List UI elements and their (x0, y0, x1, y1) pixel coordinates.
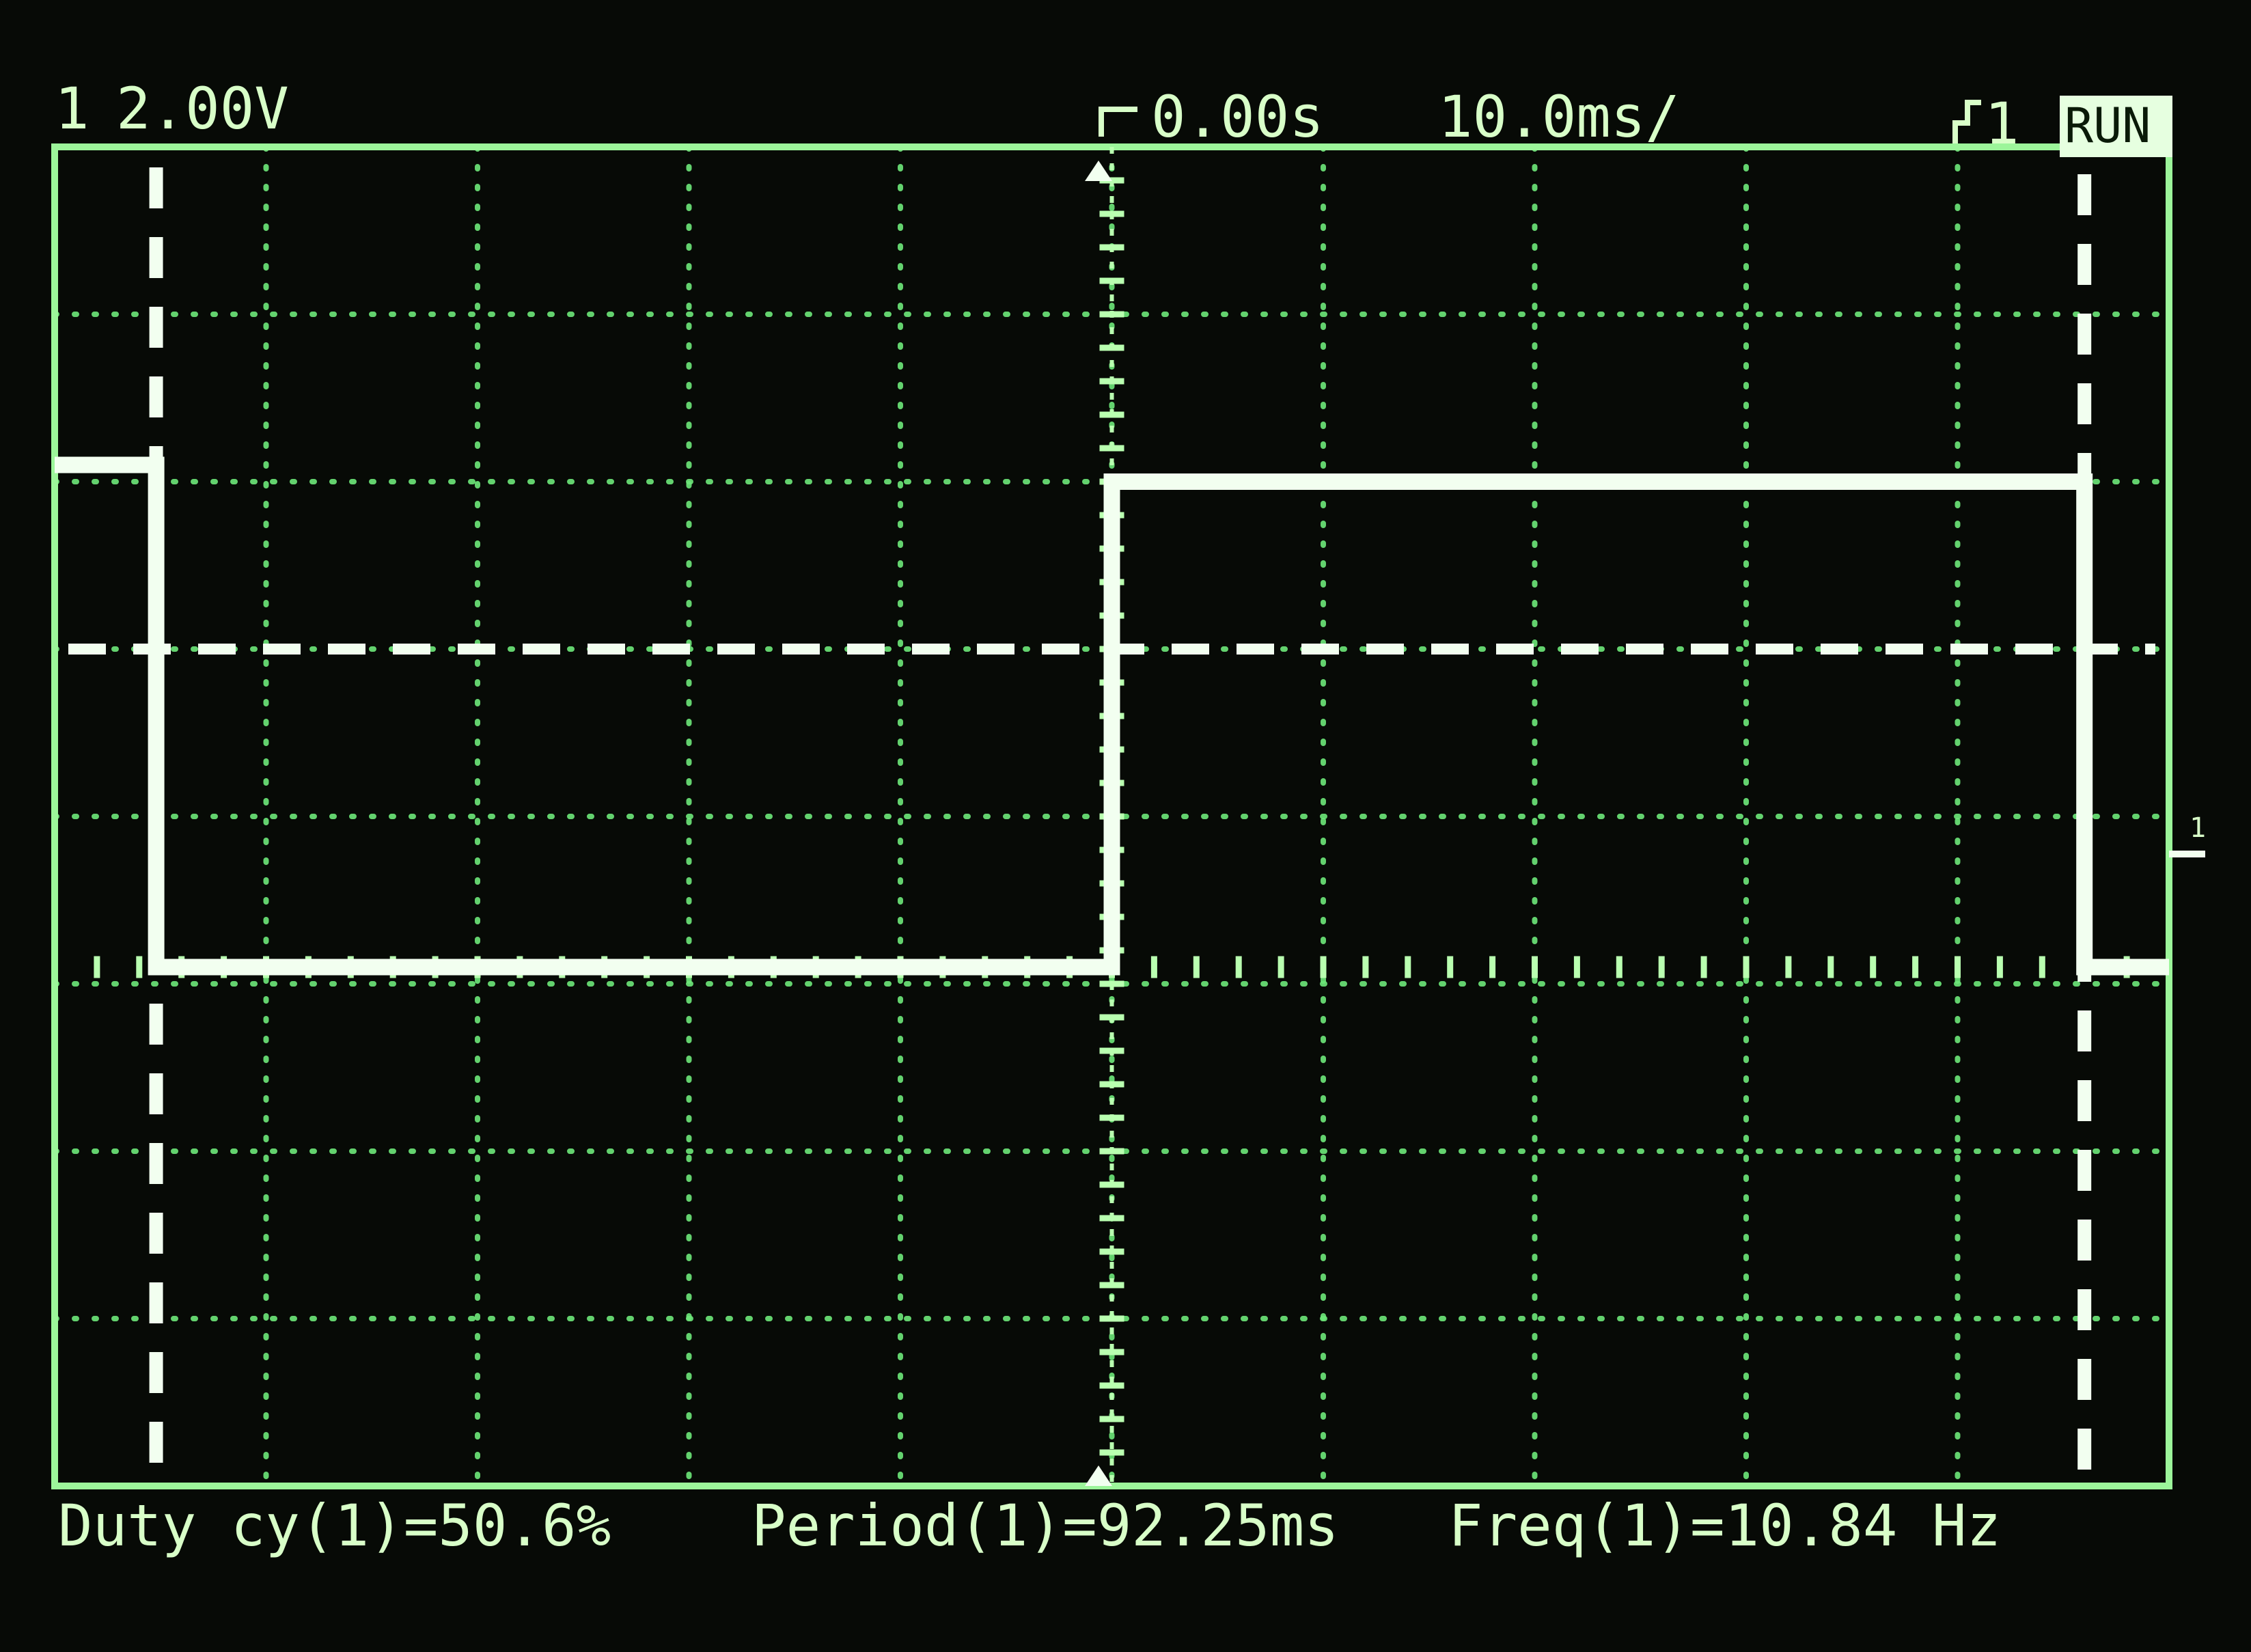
ch1-trace (55, 456, 2169, 976)
ground-level-marker: 1 (2169, 812, 2206, 857)
period-readout: Period(1)=92.25ms (751, 1492, 1339, 1559)
trigger-source: 1 (1985, 90, 2019, 157)
channel-number: 1 (55, 75, 89, 142)
time-per-div: 10.0ms/ (1438, 83, 1680, 150)
volts-per-div: 2.00V (116, 75, 289, 142)
trigger-edge-icon (1952, 100, 1981, 143)
trigger-time: 0.00s (1151, 83, 1324, 150)
header-bar: 1 2.00V 0.00s 10.0ms/ 1 RUN (55, 75, 2172, 157)
trigger-top-marker (1085, 161, 1112, 181)
run-state-label: RUN (2064, 98, 2151, 154)
measurement-bar: Duty cy(1)=50.6% Period(1)=92.25ms Freq(… (58, 1492, 2001, 1559)
trigger-bottom-marker (1085, 1465, 1112, 1486)
frequency-readout: Freq(1)=10.84 Hz (1448, 1492, 2001, 1559)
run-state-badge (2060, 96, 2172, 157)
duty-cycle-readout: Duty cy(1)=50.6% (58, 1492, 611, 1559)
ground-marker-label: 1 (2190, 812, 2206, 844)
trigger-position-icon (1099, 107, 1137, 137)
